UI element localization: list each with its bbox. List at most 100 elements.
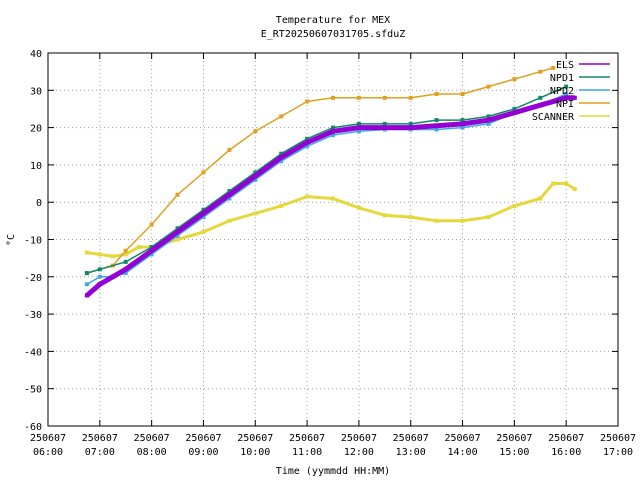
data-point-els	[408, 125, 413, 130]
data-point-els	[227, 192, 232, 197]
data-point-scanner	[551, 181, 556, 186]
data-point-npd1	[175, 226, 180, 231]
data-point-scanner	[356, 205, 361, 210]
data-point-npi	[331, 95, 335, 100]
data-point-els	[305, 140, 310, 145]
data-point-npd2	[331, 133, 335, 138]
chart-subtitle: E_RT20250607031705.sfduZ	[261, 29, 406, 40]
data-point-els	[434, 123, 439, 128]
data-point-npd2	[123, 271, 128, 276]
x-tick-label-time: 13:00	[396, 447, 426, 458]
x-tick-label-date: 250607	[134, 433, 170, 444]
data-point-scanner	[136, 245, 141, 249]
data-point-npi	[253, 129, 258, 134]
x-tick-label-time: 17:00	[603, 447, 633, 458]
x-tick-label-time: 10:00	[240, 447, 270, 458]
data-point-els	[84, 293, 89, 298]
data-point-els	[564, 95, 569, 100]
x-tick-label-date: 250607	[496, 433, 532, 444]
data-point-npd1	[253, 170, 258, 175]
y-axis-label: °C	[6, 234, 17, 246]
data-point-scanner	[279, 203, 284, 208]
data-point-els	[538, 103, 543, 108]
data-point-els	[486, 118, 491, 123]
y-tick-label: -10	[24, 236, 42, 247]
data-point-npd1	[149, 245, 154, 249]
data-point-els	[279, 155, 284, 160]
data-point-scanner	[123, 252, 128, 257]
data-point-npd2	[460, 125, 465, 130]
data-point-npd2	[149, 252, 154, 257]
data-point-els	[201, 211, 206, 216]
data-point-npd1	[331, 125, 335, 130]
data-point-els	[149, 248, 154, 253]
data-point-npi	[279, 114, 284, 119]
x-tick-label-date: 250607	[548, 433, 584, 444]
x-tick-label-date: 250607	[600, 433, 636, 444]
data-point-npd1	[460, 118, 465, 123]
data-point-npd2	[97, 274, 102, 279]
data-point-npi	[434, 92, 439, 96]
data-point-scanner	[434, 218, 439, 223]
data-point-els	[331, 129, 335, 134]
data-point-npi	[201, 170, 206, 175]
x-tick-label-date: 250607	[393, 433, 429, 444]
data-point-npd1	[538, 95, 543, 100]
data-point-npd2	[201, 215, 206, 220]
x-tick-label-time: 14:00	[447, 447, 477, 458]
data-point-els	[572, 95, 577, 100]
data-point-npd1	[382, 121, 387, 126]
data-point-npd1	[486, 114, 491, 119]
series-line-scanner	[86, 182, 576, 258]
data-point-scanner	[110, 254, 115, 259]
data-point-npi	[538, 69, 543, 74]
legend-label: ELS	[556, 60, 574, 71]
data-point-scanner	[305, 194, 310, 199]
x-tick-label-date: 250607	[237, 433, 273, 444]
x-tick-label-time: 07:00	[85, 447, 115, 458]
y-tick-label: -60	[24, 422, 42, 433]
y-tick-label: -30	[24, 310, 42, 321]
data-point-scanner	[460, 218, 465, 223]
data-point-npi	[486, 84, 491, 89]
y-tick-label: -50	[24, 385, 42, 396]
y-axis-ticks: 40 30 20 10 0 -10 -20 -30 -40 -50 -60	[24, 49, 618, 433]
y-tick-label: -20	[24, 273, 42, 284]
data-point-npd1	[434, 118, 439, 123]
y-tick-label: 0	[36, 198, 42, 209]
x-tick-label-time: 12:00	[344, 447, 374, 458]
data-point-npd2	[564, 92, 569, 96]
data-point-npd1	[356, 121, 361, 126]
data-point-els	[512, 110, 517, 115]
data-point-npi	[356, 95, 361, 100]
x-tick-label-time: 11:00	[292, 447, 322, 458]
series-line-els	[85, 95, 575, 298]
x-tick-label-time: 16:00	[551, 447, 581, 458]
x-tick-label-date: 250607	[341, 433, 377, 444]
x-tick-label-date: 250607	[30, 433, 66, 444]
data-point-els	[253, 174, 258, 179]
data-point-npd2	[356, 129, 361, 134]
data-point-scanner	[572, 187, 577, 192]
data-point-npd1	[84, 271, 89, 276]
data-point-els	[97, 282, 102, 287]
data-point-npd1	[305, 136, 310, 141]
data-point-scanner	[408, 215, 413, 220]
data-point-npd1	[201, 207, 206, 212]
data-point-scanner	[538, 196, 543, 201]
x-tick-label-time: 15:00	[499, 447, 529, 458]
data-point-els	[123, 267, 128, 272]
data-point-scanner	[97, 252, 102, 257]
data-point-npi	[149, 222, 154, 227]
legend-label: NPD2	[550, 86, 574, 97]
data-point-npd2	[279, 159, 284, 164]
data-point-scanner	[512, 203, 517, 208]
series-line-npi	[86, 67, 554, 274]
data-point-scanner	[84, 250, 89, 255]
data-point-scanner	[486, 215, 491, 220]
data-point-els	[175, 230, 180, 234]
data-point-scanner	[227, 218, 232, 223]
data-point-npi	[123, 248, 128, 253]
data-point-npd1	[564, 84, 569, 89]
